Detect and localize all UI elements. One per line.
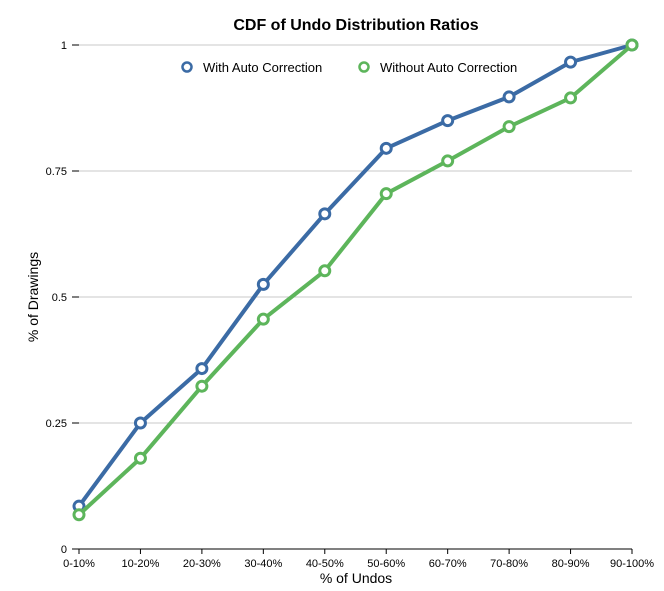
data-point (502, 90, 516, 104)
legend-marker (181, 61, 193, 73)
x-tick-label: 10-20% (121, 558, 159, 570)
legend-label: Without Auto Correction (380, 60, 517, 75)
legend-label: With Auto Correction (203, 60, 322, 75)
data-point (625, 38, 639, 52)
data-point (195, 362, 209, 376)
x-tick-label: 80-90% (552, 558, 590, 570)
y-tick-label: 0.25 (46, 418, 67, 430)
data-point (502, 120, 516, 134)
data-point (133, 416, 147, 430)
x-tick-label: 70-80% (490, 558, 528, 570)
legend: With Auto Correction Without Auto Correct… (181, 60, 517, 75)
data-point (379, 141, 393, 155)
series-1 (72, 38, 639, 513)
y-tick-label: 1 (61, 40, 67, 52)
legend-marker (358, 61, 370, 73)
data-point (256, 277, 270, 291)
y-tick-label: 0.75 (46, 166, 67, 178)
data-point (72, 508, 86, 522)
x-tick-label: 30-40% (244, 558, 282, 570)
x-tick-label: 20-30% (183, 558, 221, 570)
x-tick-label: 40-50% (306, 558, 344, 570)
data-point (564, 91, 578, 105)
series-2 (72, 38, 639, 522)
data-point (133, 451, 147, 465)
data-point (318, 207, 332, 221)
y-tick-label: 0.5 (52, 292, 67, 304)
x-tick-label: 90-100% (610, 558, 654, 570)
grid (79, 44, 632, 424)
x-axis-label: % of Undos (320, 570, 392, 586)
data-point (441, 154, 455, 168)
series-group (72, 38, 639, 522)
data-point (564, 55, 578, 69)
y-ticks: 0 0.25 0.5 0.75 1 (46, 40, 79, 556)
x-tick-label: 50-60% (367, 558, 405, 570)
x-ticks: 0-10% 10-20% 20-30% 30-40% 40-50% 50-60% 60-70… (63, 549, 654, 570)
x-tick-label: 0-10% (63, 558, 95, 570)
data-point (441, 114, 455, 128)
legend-item: With Auto Correction (181, 60, 322, 75)
series-line (77, 43, 633, 508)
legend-item: Without Auto Correction (358, 60, 517, 75)
data-point (318, 264, 332, 278)
data-point (195, 379, 209, 393)
y-tick-label: 0 (61, 544, 67, 556)
chart-title: CDF of Undo Distribution Ratios (233, 17, 478, 34)
x-tick-label: 60-70% (429, 558, 467, 570)
series-line (77, 43, 634, 517)
data-point (256, 312, 270, 326)
data-point (379, 187, 393, 201)
y-axis-label: % of Drawings (25, 252, 41, 342)
